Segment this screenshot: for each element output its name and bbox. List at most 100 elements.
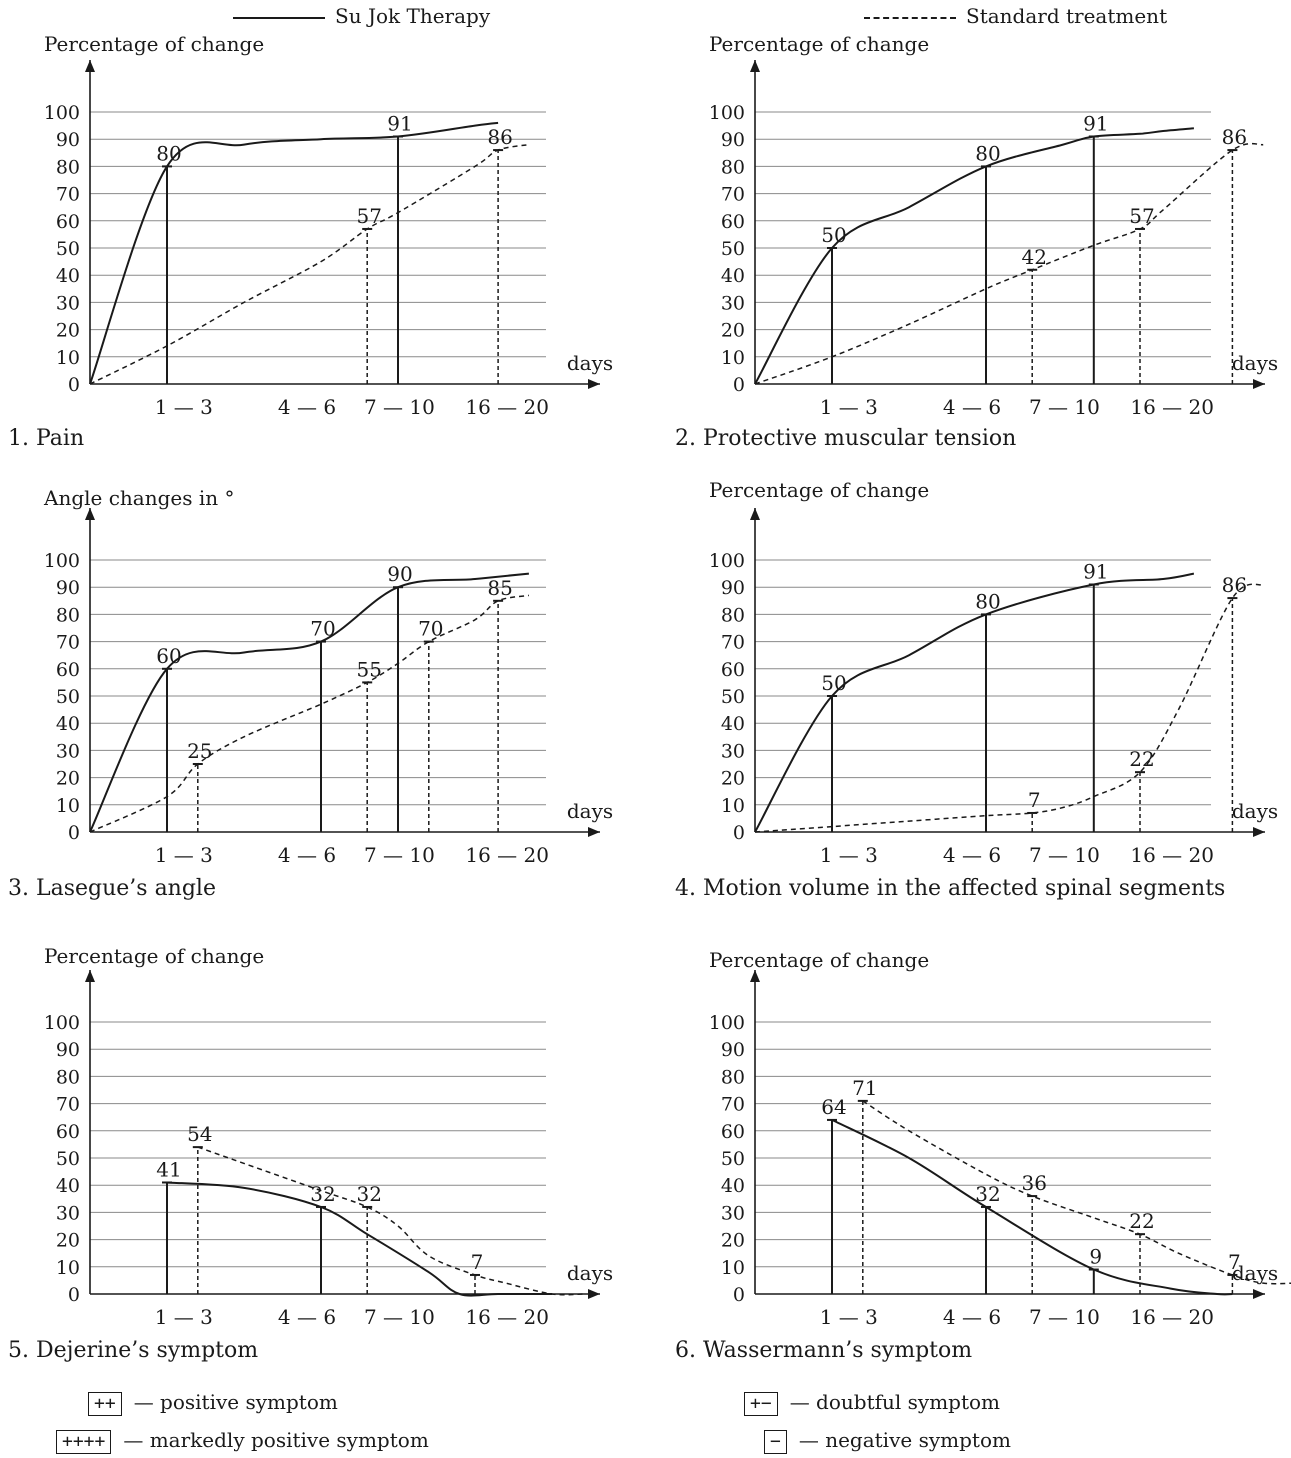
y-tick-label: 50 bbox=[721, 1148, 745, 1170]
y-tick-label: 30 bbox=[721, 1202, 745, 1224]
chart-caption: 2. Protective muscular tension bbox=[675, 426, 1017, 451]
su-jok-line bbox=[831, 1119, 1233, 1296]
su-jok-line bbox=[89, 572, 529, 833]
x-category-label: 7 — 10 bbox=[1029, 843, 1100, 867]
x-axis-label: days bbox=[1232, 799, 1278, 823]
y-tick-label: 70 bbox=[56, 1094, 80, 1116]
data-label: 57 bbox=[356, 204, 381, 228]
y-tick-label: 20 bbox=[56, 1230, 80, 1252]
x-axis-label: days bbox=[567, 1261, 613, 1285]
y-axis-label: Percentage of change bbox=[709, 32, 930, 56]
data-label: 50 bbox=[821, 671, 846, 695]
data-label: 57 bbox=[1129, 204, 1154, 228]
y-tick-label: 40 bbox=[721, 713, 745, 735]
y-tick-label: 90 bbox=[721, 1039, 745, 1061]
x-category-label: 7 — 10 bbox=[364, 843, 435, 867]
data-label: 60 bbox=[156, 644, 181, 668]
y-tick-label: 60 bbox=[56, 211, 80, 233]
y-tick-label: 100 bbox=[709, 1012, 745, 1034]
data-label: 80 bbox=[156, 141, 181, 165]
y-tick-label: 90 bbox=[721, 577, 745, 599]
y-axis-label: Percentage of change bbox=[44, 944, 265, 968]
y-tick-label: 50 bbox=[56, 238, 80, 260]
y-tick-label: 60 bbox=[721, 211, 745, 233]
legend-standard-label: Standard treatment bbox=[966, 4, 1168, 28]
standard-treatment-line bbox=[89, 143, 530, 385]
standard-treatment-line bbox=[754, 142, 1264, 385]
x-axis-label: days bbox=[567, 351, 613, 375]
y-tick-label: 70 bbox=[721, 632, 745, 654]
data-label: 7 bbox=[471, 1250, 484, 1274]
y-tick-label: 60 bbox=[56, 659, 80, 681]
y-tick-label: 70 bbox=[56, 632, 80, 654]
y-tick-label: 90 bbox=[56, 129, 80, 151]
x-category-label: 1 — 3 bbox=[820, 843, 878, 867]
y-tick-label: 40 bbox=[56, 713, 80, 735]
y-tick-label: 10 bbox=[721, 795, 745, 817]
x-category-label: 1 — 3 bbox=[820, 395, 878, 419]
y-axis-label: Percentage of change bbox=[709, 478, 930, 502]
y-axis-label: Percentage of change bbox=[44, 32, 265, 56]
data-label: 70 bbox=[310, 617, 335, 641]
y-tick-label: 0 bbox=[68, 374, 80, 396]
chart-caption: 1. Pain bbox=[8, 426, 85, 451]
data-label: 91 bbox=[387, 111, 412, 135]
data-label: 70 bbox=[418, 617, 443, 641]
y-tick-label: 0 bbox=[68, 1284, 80, 1306]
data-label: 32 bbox=[310, 1182, 335, 1206]
symbol-legend-doubtful: +− — doubtful symptom bbox=[744, 1390, 1000, 1416]
chart-protective-muscular-tension: 0 10 20 30 40 50 60 70 80 90 100 days 1 — 3 4 — 6 7 — … bbox=[665, 30, 1291, 460]
y-tick-label: 50 bbox=[56, 1148, 80, 1170]
chart-caption: 3. Lasegue’s angle bbox=[8, 876, 216, 901]
standard-treatment-line bbox=[197, 1146, 583, 1296]
y-tick-label: 30 bbox=[56, 292, 80, 314]
y-tick-label: 20 bbox=[721, 1230, 745, 1252]
data-label: 91 bbox=[1083, 111, 1108, 135]
symbol-legend-positive: ++ — positive symptom bbox=[88, 1390, 338, 1416]
x-category-label: 1 — 3 bbox=[155, 843, 213, 867]
y-tick-label: 80 bbox=[56, 604, 80, 626]
symbol-text: — positive symptom bbox=[133, 1390, 338, 1414]
chart-dejerines-symptom: 0 10 20 30 40 50 60 70 80 90 100 days 1 — 3 4 — 6 7 — … bbox=[0, 940, 640, 1370]
data-label: 25 bbox=[187, 739, 212, 763]
y-tick-label: 10 bbox=[721, 1257, 745, 1279]
y-tick-label: 0 bbox=[733, 822, 745, 844]
chart-lasegues-angle: 0 10 20 30 40 50 60 70 80 90 100 days 1 — 3 4 — 6 7 — … bbox=[0, 478, 640, 908]
y-tick-label: 0 bbox=[733, 1284, 745, 1306]
x-axis-arrow bbox=[1253, 379, 1265, 389]
chart-pain: 0 10 20 30 40 50 60 70 80 90 100 days 1 — 3 4 — 6 7 — … bbox=[0, 30, 640, 460]
chart-svg: 0 10 20 30 40 50 60 70 80 90 100 days 1 — 3 4 — 6 7 — … bbox=[709, 970, 1291, 1329]
x-category-label: 4 — 6 bbox=[278, 395, 336, 419]
x-category-label: 7 — 10 bbox=[1029, 1305, 1100, 1329]
y-tick-label: 10 bbox=[56, 795, 80, 817]
chart-svg: 0 10 20 30 40 50 60 70 80 90 100 days 1 — 3 4 — 6 7 — … bbox=[44, 508, 613, 867]
symbol-box: ++++ bbox=[56, 1430, 112, 1454]
x-category-label: 16 — 20 bbox=[1130, 1305, 1214, 1329]
y-tick-label: 90 bbox=[721, 129, 745, 151]
chart-caption: 5. Dejerine’s symptom bbox=[8, 1338, 259, 1363]
chart-caption: 4. Motion volume in the affected spinal … bbox=[675, 876, 1226, 901]
data-label: 32 bbox=[356, 1182, 381, 1206]
x-category-label: 16 — 20 bbox=[1130, 395, 1214, 419]
chart-motion-volume: 0 10 20 30 40 50 60 70 80 90 100 days 1 — 3 4 — 6 7 — … bbox=[665, 478, 1291, 908]
y-axis-arrow bbox=[750, 60, 760, 72]
y-axis-arrow bbox=[750, 508, 760, 520]
y-tick-label: 60 bbox=[721, 1121, 745, 1143]
y-tick-label: 50 bbox=[721, 686, 745, 708]
data-label: 90 bbox=[387, 562, 412, 586]
x-category-label: 4 — 6 bbox=[278, 843, 336, 867]
data-label: 80 bbox=[975, 141, 1000, 165]
x-axis-arrow bbox=[1253, 827, 1265, 837]
x-category-label: 4 — 6 bbox=[943, 1305, 1001, 1329]
chart-svg: 0 10 20 30 40 50 60 70 80 90 100 days 1 — 3 4 — 6 7 — … bbox=[709, 60, 1278, 419]
y-tick-label: 100 bbox=[709, 102, 745, 124]
y-tick-label: 30 bbox=[721, 740, 745, 762]
y-tick-label: 10 bbox=[56, 347, 80, 369]
y-tick-label: 100 bbox=[44, 550, 80, 572]
x-category-label: 7 — 10 bbox=[364, 395, 435, 419]
legend-su-jok-label: Su Jok Therapy bbox=[335, 4, 491, 28]
data-label: 22 bbox=[1129, 1209, 1154, 1233]
chart-svg: 0 10 20 30 40 50 60 70 80 90 100 days 1 — 3 4 — 6 7 — … bbox=[44, 970, 613, 1329]
y-tick-label: 30 bbox=[56, 1202, 80, 1224]
data-label: 86 bbox=[1222, 573, 1247, 597]
